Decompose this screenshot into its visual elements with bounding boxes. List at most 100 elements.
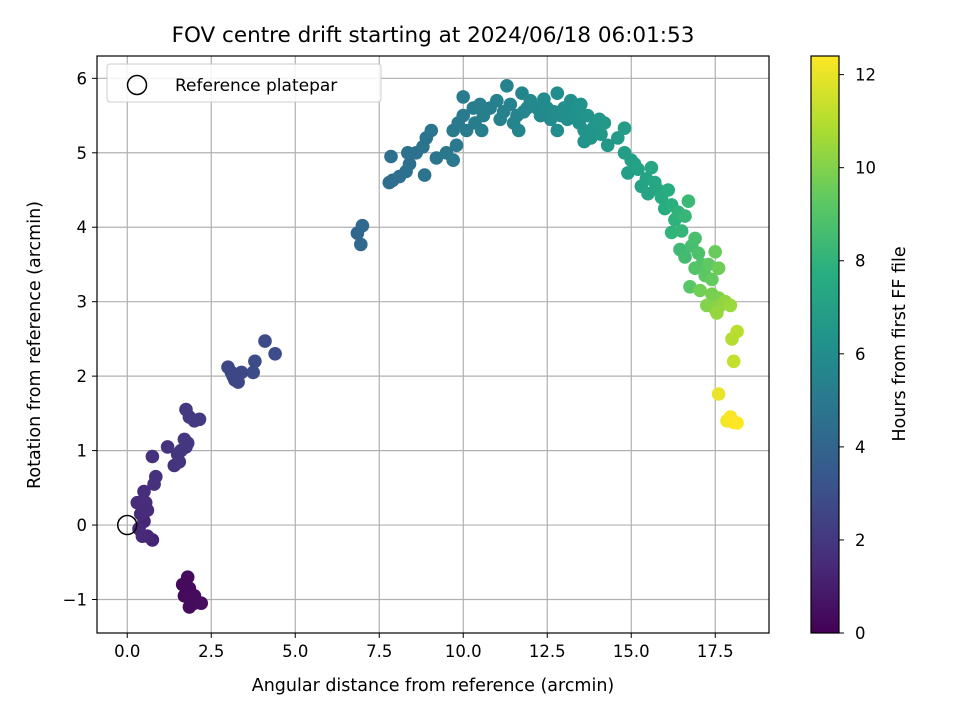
colorbar: 0 2 4 6 8 10 12 Hours from first FF file	[810, 55, 910, 643]
data-point	[246, 365, 260, 380]
data-point	[175, 577, 190, 592]
data-point	[135, 529, 150, 543]
y-tick-label: 2	[77, 367, 88, 386]
data-point	[268, 347, 282, 361]
data-point	[597, 116, 612, 130]
data-point	[691, 246, 706, 261]
data-point	[674, 224, 689, 238]
reference-platepar-marker	[116, 514, 138, 536]
data-point	[179, 402, 193, 417]
data-point	[708, 245, 722, 259]
colorbar-tick-label: 10	[855, 159, 876, 178]
legend-open-circle-icon	[126, 74, 148, 96]
data-point	[145, 449, 160, 464]
data-point	[730, 416, 744, 430]
data-point	[550, 86, 565, 100]
y-axis-ticks: −1 0 1 2 3 4 5 6	[63, 69, 97, 609]
y-tick-label: 0	[77, 516, 88, 535]
data-point	[644, 160, 659, 175]
colorbar-tick-label: 6	[855, 345, 866, 364]
colorbar-tick-label: 12	[855, 66, 876, 85]
data-point	[500, 79, 514, 93]
data-point	[688, 261, 702, 276]
y-tick-label: 6	[77, 69, 88, 88]
data-point	[474, 123, 489, 138]
data-point	[711, 387, 726, 401]
x-tick-label: 0.0	[114, 642, 140, 661]
data-point	[490, 93, 504, 108]
data-point	[417, 168, 432, 182]
data-point	[693, 283, 707, 298]
x-tick-label: 7.5	[366, 642, 392, 661]
data-point	[661, 183, 675, 197]
data-point	[600, 138, 615, 153]
data-point	[511, 123, 526, 138]
x-tick-label: 15.0	[613, 642, 650, 661]
y-tick-label: −1	[63, 590, 87, 609]
data-points	[130, 79, 744, 614]
data-point	[688, 231, 702, 246]
y-tick-label: 5	[77, 144, 88, 163]
data-point	[730, 324, 744, 339]
data-point	[258, 334, 272, 348]
x-axis-label: Angular distance from reference (arcmin)	[252, 676, 615, 696]
data-point	[705, 272, 719, 287]
data-point	[140, 503, 155, 517]
data-point	[503, 97, 518, 112]
data-point	[574, 97, 588, 112]
plot-frame	[96, 55, 770, 634]
legend: Reference platepar	[106, 63, 382, 103]
x-tick-label: 10.0	[445, 642, 482, 661]
y-tick-label: 3	[77, 293, 88, 312]
x-tick-label: 17.5	[697, 642, 734, 661]
data-point	[678, 209, 692, 223]
data-point	[681, 194, 696, 208]
data-point	[149, 469, 163, 484]
legend-entry-reference-platepar: Reference platepar	[175, 76, 337, 96]
colorbar-tick-label: 0	[855, 624, 866, 643]
colorbar-tick-label: 4	[855, 438, 866, 457]
data-point	[710, 306, 724, 320]
colorbar-ticks: 0 2 4 6 8 10 12	[839, 66, 876, 643]
data-point	[177, 432, 192, 447]
data-point	[402, 157, 417, 171]
chart-title: FOV centre drift starting at 2024/06/18 …	[172, 23, 695, 48]
data-point	[493, 112, 508, 127]
data-point	[137, 484, 151, 499]
data-point	[723, 298, 738, 313]
data-point	[456, 108, 471, 123]
data-point	[678, 250, 692, 264]
colorbar-tick-label: 8	[855, 252, 866, 271]
data-point	[429, 151, 444, 165]
colorbar-gradient	[810, 55, 840, 634]
data-point	[726, 354, 741, 369]
x-tick-label: 5.0	[282, 642, 308, 661]
x-tick-label: 12.5	[529, 642, 566, 661]
data-point	[384, 149, 398, 164]
y-axis-label: Rotation from reference (arcmin)	[25, 201, 45, 489]
data-point	[664, 225, 679, 240]
data-point	[456, 90, 471, 104]
data-point	[248, 354, 262, 369]
data-point	[550, 123, 565, 138]
data-point	[611, 131, 625, 145]
gridlines	[97, 56, 769, 633]
colorbar-tick-label: 2	[855, 531, 866, 550]
data-point	[617, 121, 632, 135]
data-point	[449, 138, 464, 153]
data-point	[446, 153, 461, 167]
data-point	[187, 589, 202, 603]
data-point	[594, 127, 608, 141]
legend-box	[106, 63, 382, 103]
data-point	[711, 261, 726, 276]
x-tick-label: 2.5	[198, 642, 224, 661]
data-point	[160, 440, 175, 454]
x-axis-ticks: 0.0 2.5 5.0 7.5 10.0 12.5 15.0 17.5	[114, 633, 734, 661]
y-tick-label: 4	[77, 218, 88, 237]
y-tick-label: 1	[77, 442, 88, 461]
data-point	[354, 237, 368, 252]
data-point	[355, 218, 370, 233]
data-point	[631, 162, 645, 176]
data-point	[424, 123, 439, 138]
